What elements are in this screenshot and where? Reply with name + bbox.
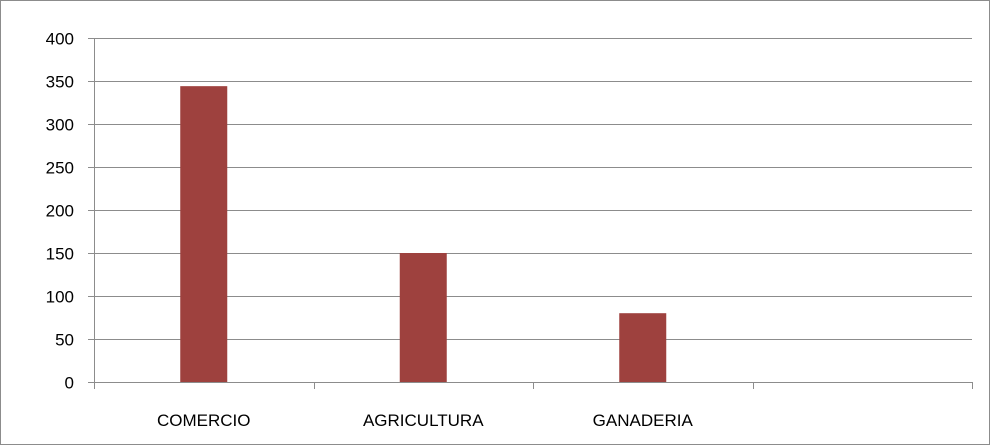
- y-tick-label: 300: [46, 116, 74, 135]
- y-tick-label: 0: [65, 374, 74, 393]
- x-category-label: GANADERIA: [593, 411, 694, 430]
- x-category-label: COMERCIO: [157, 411, 251, 430]
- x-category-labels: COMERCIO AGRICULTURA GANADERIA: [157, 411, 693, 430]
- y-tick-label: 350: [46, 73, 74, 92]
- y-tick-label: 250: [46, 159, 74, 178]
- y-tick-labels: 0 50 100 150 200 250 300 350 400: [46, 30, 74, 393]
- bar-comercio: [180, 86, 228, 382]
- y-tick-label: 150: [46, 245, 74, 264]
- gridlines: [94, 38, 972, 340]
- bar-agricultura: [399, 253, 447, 382]
- bars: [180, 86, 667, 382]
- axes: [88, 38, 973, 389]
- x-category-label: AGRICULTURA: [363, 411, 484, 430]
- y-tick-label: 100: [46, 288, 74, 307]
- y-tick-label: 200: [46, 202, 74, 221]
- bar-ganaderia: [619, 313, 667, 382]
- y-tick-label: 400: [46, 30, 74, 49]
- y-tick-label: 50: [55, 331, 74, 350]
